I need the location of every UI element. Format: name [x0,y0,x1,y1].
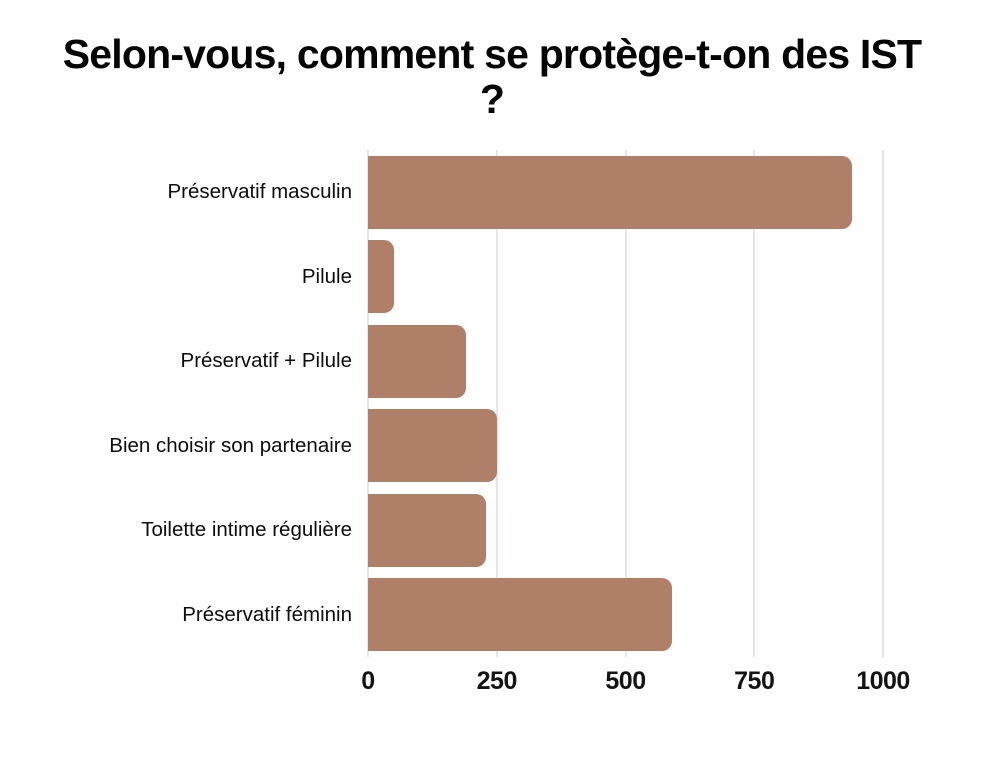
gridline-1000 [882,150,884,658]
bar-row: Préservatif + Pilule [0,319,883,404]
x-tick-label-500: 500 [605,667,646,696]
category-label: Toilette intime régulière [141,518,352,542]
x-tick-label-250: 250 [476,667,518,696]
bar-track [368,155,883,229]
category-label: Bien choisir son partenaire [109,433,352,457]
bar-track [368,409,883,483]
bar-track [368,324,883,398]
gridline-750 [753,150,756,658]
x-tick-label-750: 750 [734,667,775,696]
category-label: Préservatif masculin [167,180,352,204]
bar-track [368,493,883,567]
category-label: Pilule [301,264,352,288]
bar-row: Préservatif masculin [0,150,883,235]
bar [368,324,466,398]
bar [368,240,394,314]
category-label: Préservatif + Pilule [180,349,352,373]
bar-row: Toilette intime régulière [0,488,883,573]
chart-page: Selon-vous, comment se protège-t-on des … [0,31,984,760]
plot-area: Préservatif masculin Pilule Préservatif + … [0,150,884,658]
gridline-500 [624,150,627,658]
bar-track [368,240,883,314]
bar-row: Bien choisir son partenaire [0,404,883,489]
x-axis: 0 250 500 750 1000 [361,657,910,705]
bar-chart: Préservatif masculin Pilule Préservatif + … [0,150,984,705]
gridlines [367,150,884,658]
gridline-0 [367,150,369,658]
category-label: Préservatif féminin [182,602,352,626]
bar [368,493,487,567]
bar [368,409,497,483]
x-tick-label-1000: 1000 [856,667,910,696]
bar [368,578,672,652]
bar-row: Préservatif féminin [0,573,883,658]
bar-track [368,578,883,652]
x-tick-label-0: 0 [361,667,375,696]
bar-rows: Préservatif masculin Pilule Préservatif + … [0,150,883,657]
bar-row: Pilule [0,235,883,320]
gridline-250 [495,150,498,658]
bar [368,155,853,229]
chart-title: Selon-vous, comment se protège-t-on des … [62,31,922,123]
